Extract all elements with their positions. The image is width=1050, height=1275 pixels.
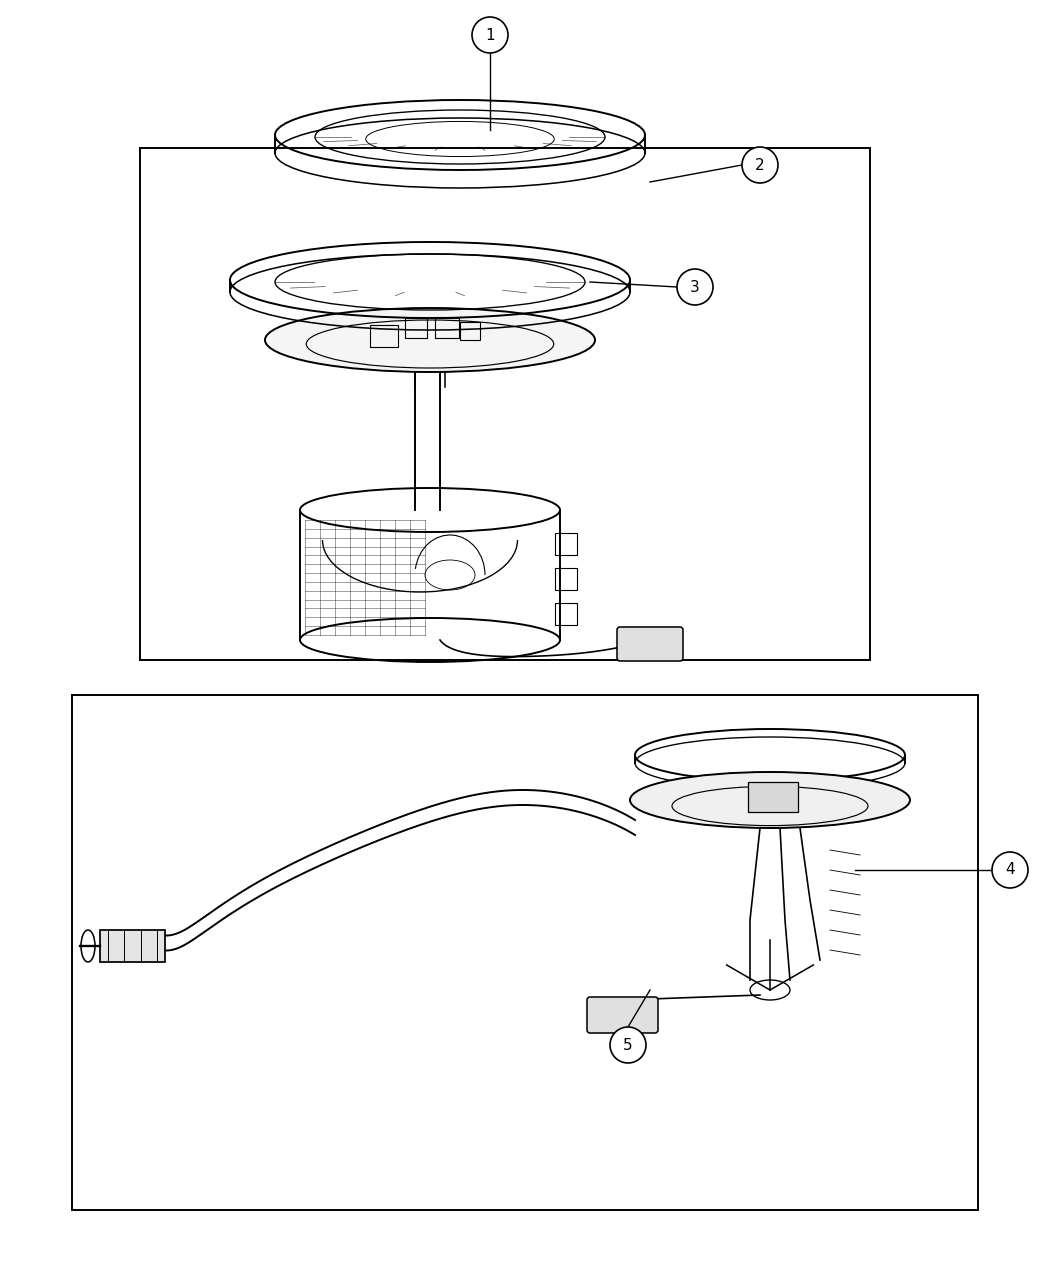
Ellipse shape [630,771,910,827]
Bar [100,929,165,963]
Text: 5: 5 [624,1038,633,1052]
Bar [460,323,480,340]
Circle shape [610,1026,646,1063]
Text: 1: 1 [485,28,495,42]
Bar [140,148,870,660]
FancyBboxPatch shape [617,627,682,660]
Bar [72,695,978,1210]
Bar [555,567,578,590]
Bar [748,782,798,812]
Bar [435,317,459,338]
Circle shape [472,17,508,54]
Ellipse shape [265,309,595,372]
FancyBboxPatch shape [587,997,658,1033]
Text: 4: 4 [1005,862,1014,877]
Bar [555,533,578,555]
Circle shape [742,147,778,184]
Bar [405,317,427,338]
Bar [555,603,578,625]
Bar [370,325,398,347]
Circle shape [677,269,713,305]
Text: 3: 3 [690,279,700,295]
Circle shape [992,852,1028,887]
Text: 2: 2 [755,158,764,172]
